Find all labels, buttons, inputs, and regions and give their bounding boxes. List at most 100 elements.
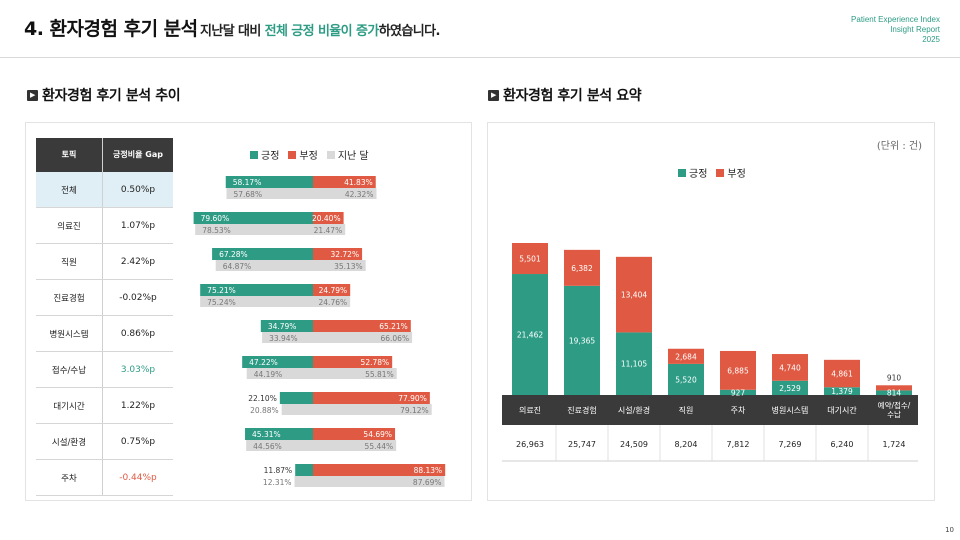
legend-item-prev: 지난 달 xyxy=(326,147,369,162)
prev-pos-bar xyxy=(246,440,313,451)
total-label: 24,509 xyxy=(620,440,648,449)
neg-bar xyxy=(313,212,344,224)
neg-value-label: 4,861 xyxy=(831,370,853,379)
neg-bar xyxy=(616,256,652,333)
report-brand: Patient Experience Index Insight Report … xyxy=(851,15,940,45)
pos-bar xyxy=(564,285,600,395)
category-label: 진료경험 xyxy=(567,405,596,415)
page-subtitle: 지난달 대비 전체 긍정 비율이 증가하였습니다. xyxy=(200,20,440,39)
pos-label: 47.22% xyxy=(249,358,278,367)
right-section-title: ▶ 환자경험 후기 분석 요약 xyxy=(488,85,642,105)
prev-pos-bar xyxy=(246,368,313,379)
legend-item-pos: 긍정 xyxy=(678,165,707,180)
prev-neg-label: 55.81% xyxy=(365,370,394,379)
neg-value-label: 910 xyxy=(887,373,902,382)
pos-label: 58.17% xyxy=(233,178,262,187)
legend-swatch xyxy=(250,150,258,159)
header-gap: 긍정비율 Gap xyxy=(113,150,163,159)
neg-bar xyxy=(313,176,376,188)
pos-label: 79.60% xyxy=(201,214,230,223)
legend-swatch xyxy=(326,150,335,159)
prev-neg-bar xyxy=(313,224,346,235)
neg-label: 32.72% xyxy=(330,250,359,259)
pos-label: 75.21% xyxy=(207,286,236,295)
prev-pos-bar xyxy=(294,476,313,487)
pos-value-label: 19,365 xyxy=(569,336,595,345)
total-label: 1,724 xyxy=(883,440,906,449)
pos-label: 67.28% xyxy=(219,250,248,259)
left-section-title: ▶ 환자경험 후기 분석 추이 xyxy=(27,85,181,105)
topic-cell: 진료경험 xyxy=(36,280,103,315)
prev-neg-bar xyxy=(313,476,445,487)
category-label-line: 수납 xyxy=(887,410,901,419)
gap-cell: 0.86%p xyxy=(120,328,156,339)
prev-neg-label: 66.06% xyxy=(380,334,409,343)
topic-cell: 직원 xyxy=(36,244,103,279)
table-row: 접수/수납 3.03%p xyxy=(36,352,173,388)
pos-value-label: 5,520 xyxy=(675,375,697,384)
pos-bar xyxy=(245,428,313,440)
neg-value-label: 13,404 xyxy=(621,291,647,300)
pos-bar xyxy=(772,380,808,395)
prev-pos-label: 44.19% xyxy=(254,370,283,379)
pos-bar xyxy=(512,274,548,395)
total-label: 25,747 xyxy=(568,440,596,449)
gap-cell: 0.75%p xyxy=(120,436,156,447)
brand-line-2: Insight Report xyxy=(890,25,940,34)
pos-value-label: 11,105 xyxy=(621,360,647,369)
prev-pos-bar xyxy=(195,224,313,235)
neg-bar xyxy=(313,392,430,404)
prev-neg-label: 21.47% xyxy=(314,226,343,235)
pos-label: 34.79% xyxy=(268,322,297,331)
pos-bar xyxy=(616,332,652,395)
category-label: 병원시스템 xyxy=(772,405,809,415)
prev-neg-bar xyxy=(313,368,397,379)
pos-value-label: 21,462 xyxy=(517,331,543,340)
prev-pos-label: 78.53% xyxy=(202,226,231,235)
prev-neg-bar xyxy=(313,260,366,271)
prev-neg-label: 79.12% xyxy=(400,406,429,415)
gap-cell: 1.22%p xyxy=(120,400,156,411)
pos-bar xyxy=(260,320,313,332)
neg-bar xyxy=(824,359,860,388)
prev-neg-label: 35.13% xyxy=(334,262,363,271)
neg-bar xyxy=(512,243,548,275)
category-label: 의료진 xyxy=(519,405,541,415)
prev-pos-bar xyxy=(262,332,313,343)
table-row: 전체 0.50%p xyxy=(36,172,173,208)
category-label: 대기시간 xyxy=(827,405,857,415)
page-title: 4. 환자경험 후기 분석 xyxy=(24,18,198,40)
brand-line-3: 2025 xyxy=(922,35,940,44)
legend-item-neg: 부정 xyxy=(716,165,746,180)
page-header: 4. 환자경험 후기 분석 지난달 대비 전체 긍정 비율이 증가하였습니다. … xyxy=(0,0,960,58)
total-label: 7,812 xyxy=(727,440,750,449)
table-header: 토픽 긍정비율 Gap xyxy=(36,138,173,172)
unit-label: (단위 : 건) xyxy=(876,141,922,152)
prev-neg-bar xyxy=(313,332,413,343)
neg-value-label: 6,382 xyxy=(571,264,593,273)
prev-neg-bar xyxy=(313,296,351,307)
prev-pos-label: 64.87% xyxy=(223,262,252,271)
stacked-bar-chart: 21,462 5,501 의료진 26,963 19,365 6,382 진료경험 25,74… xyxy=(502,243,918,462)
table-row: 주차 -0.44%p xyxy=(36,460,173,496)
table-body: 전체 0.50%p 의료진 1.07%p 직원 2.42%p 진료경험 -0.02%p 병원시스… xyxy=(36,172,173,496)
pos-bar xyxy=(668,363,704,395)
prev-pos-bar xyxy=(281,404,313,415)
neg-label: 52.78% xyxy=(361,358,390,367)
category-label: 주차 xyxy=(731,406,746,415)
table-row: 진료경험 -0.02%p xyxy=(36,280,173,316)
gap-table: 토픽 긍정비율 Gap 전체 0.50%p 의료진 1.07%p 직원 2.42%p 진료경… xyxy=(36,138,173,496)
prev-neg-label: 42.32% xyxy=(345,190,374,199)
pos-value-label: 1,379 xyxy=(831,387,853,396)
pos-bar xyxy=(720,389,756,395)
neg-value-label: 4,740 xyxy=(779,363,801,372)
topic-cell: 병원시스템 xyxy=(36,316,103,351)
prev-pos-label: 44.56% xyxy=(253,442,282,451)
prev-pos-label: 57.68% xyxy=(233,190,262,199)
gap-cell: -0.44%p xyxy=(119,472,157,483)
page-number: 10 xyxy=(945,526,954,534)
neg-bar xyxy=(313,464,446,476)
prev-pos-label: 20.88% xyxy=(250,406,279,415)
legend-swatch xyxy=(678,168,686,177)
total-label: 6,240 xyxy=(831,440,854,449)
